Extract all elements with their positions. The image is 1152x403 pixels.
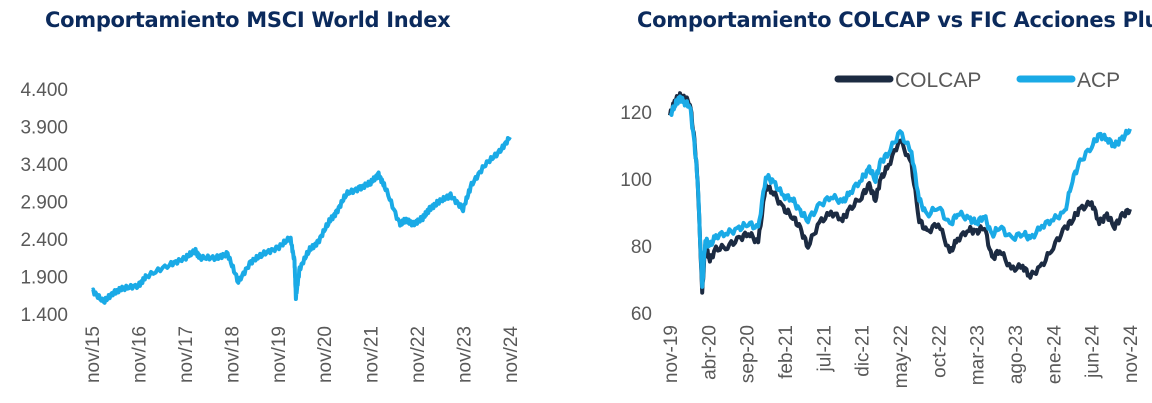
- colcap-chart: 120 100 80 60 nov-19 abr-20 sep-20 feb-21 jul-21…: [620, 69, 1142, 388]
- msci-series-line: [91, 136, 512, 305]
- x-tick-label: ago-23: [1006, 325, 1027, 384]
- x-tick-label: oct-22: [929, 325, 950, 378]
- acp-series-line: [668, 94, 1132, 289]
- x-tick-label: jun-24: [1083, 325, 1104, 379]
- x-tick-label: nov-19: [661, 325, 682, 383]
- x-tick-label: mar-23: [968, 325, 989, 385]
- x-tick-label: sep-20: [738, 325, 759, 383]
- y-tick-label: 3.900: [20, 118, 68, 139]
- y-tick-label: 1.900: [20, 268, 68, 289]
- x-tick-label: nov/19: [269, 326, 290, 383]
- x-tick-label: nov/24: [501, 326, 522, 383]
- y-tick-label: 1.400: [20, 305, 68, 326]
- x-tick-label: feb-21: [776, 325, 797, 379]
- y-tick-label: 2.400: [20, 230, 68, 251]
- x-tick-label: nov/15: [83, 326, 104, 383]
- y-tick-label: 80: [631, 237, 652, 258]
- x-tick-label: nov/21: [362, 326, 383, 383]
- x-tick-label: ene-24: [1044, 325, 1065, 385]
- colcap-chart-title: Comportamiento COLCAP vs FIC Acciones Pl…: [637, 8, 1152, 32]
- legend-label-acp: ACP: [1077, 69, 1120, 92]
- x-tick-label: dic-21: [853, 325, 874, 377]
- colcap-series-line: [668, 91, 1132, 295]
- x-tick-label: nov/23: [455, 326, 476, 383]
- x-tick-label: abr-20: [699, 325, 720, 380]
- y-tick-label: 2.900: [20, 193, 68, 214]
- x-tick-label: nov/22: [408, 326, 429, 383]
- x-tick-label: nov/16: [129, 326, 150, 383]
- x-tick-label: nov-24: [1121, 325, 1142, 384]
- x-tick-label: nov/20: [315, 326, 336, 383]
- x-tick-label: may-22: [891, 325, 912, 388]
- x-tick-label: nov/18: [222, 326, 243, 383]
- msci-chart: 4.400 3.900 3.400 2.900 2.400 1.900 1.400 nov/1…: [20, 80, 522, 383]
- y-tick-label: 120: [620, 103, 652, 124]
- y-tick-label: 100: [620, 170, 652, 191]
- x-tick-label: jul-21: [814, 325, 835, 372]
- y-tick-label: 4.400: [20, 80, 68, 101]
- x-tick-label: nov/17: [176, 326, 197, 383]
- y-tick-label: 3.400: [20, 155, 68, 176]
- msci-chart-title: Comportamiento MSCI World Index: [45, 8, 451, 32]
- legend-label-colcap: COLCAP: [895, 69, 981, 92]
- y-tick-label: 60: [631, 304, 652, 325]
